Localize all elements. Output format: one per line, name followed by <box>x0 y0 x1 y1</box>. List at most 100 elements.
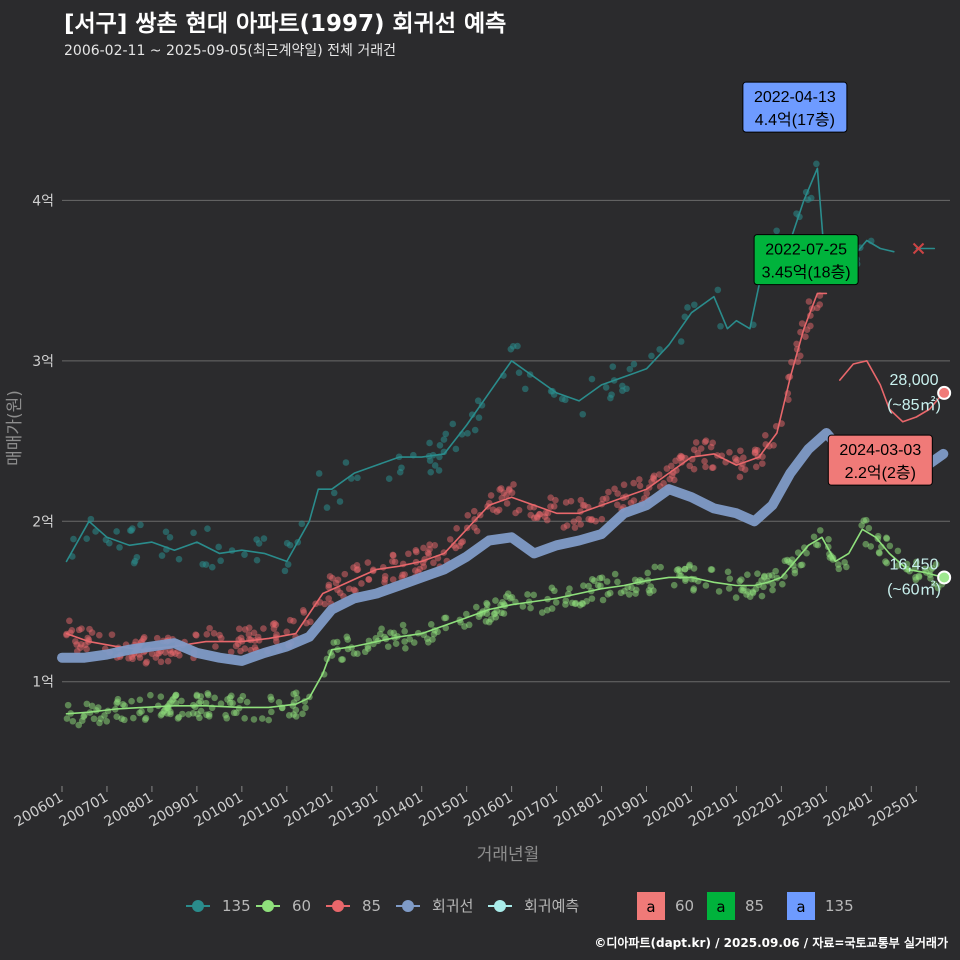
scatter-point <box>78 625 85 633</box>
scatter-point <box>471 426 479 434</box>
scatter-point <box>656 346 663 353</box>
scatter-point <box>803 326 811 333</box>
scatter-point <box>293 694 301 702</box>
x-tick-label: 200801 <box>102 790 156 831</box>
scatter-point <box>625 591 633 598</box>
scatter-point <box>427 468 435 476</box>
scatter-point <box>206 624 213 632</box>
scatter-point <box>449 420 457 428</box>
scatter-point <box>765 572 773 580</box>
scatter-point <box>431 462 439 469</box>
scatter-point <box>452 544 460 552</box>
scatter-point <box>725 585 733 592</box>
annotations: 28,000 (~85㎡) 16,450 (~60㎡) 2022-04-13 4.4억(1… <box>742 81 952 598</box>
legend-marker <box>192 900 204 912</box>
scatter-point <box>650 587 657 594</box>
scatter-point <box>211 694 218 702</box>
forecast-marker <box>912 242 925 255</box>
scatter-point <box>389 558 396 565</box>
scatter-point <box>708 464 716 471</box>
scatter-point <box>650 472 658 480</box>
scatter-point <box>147 691 154 699</box>
scatter-point <box>137 521 144 529</box>
scatter-point <box>285 711 293 719</box>
scatter-point <box>571 524 579 531</box>
scatter-point <box>440 436 448 443</box>
series-lines <box>57 167 949 715</box>
scatter-point <box>125 654 132 662</box>
scatter-point <box>644 569 651 577</box>
scatter-point <box>701 438 709 446</box>
scatter-point <box>570 518 578 525</box>
scatter-point <box>399 621 407 629</box>
scatter-point <box>255 540 263 547</box>
scatter-point <box>883 559 890 567</box>
legend-area-swatch <box>787 892 815 920</box>
scatter-point <box>512 509 519 517</box>
scatter-point <box>157 658 165 666</box>
scatter-point <box>283 628 291 636</box>
scatter-point <box>406 635 414 643</box>
x-tick-label: 202501 <box>866 790 920 831</box>
scatter-point <box>527 511 535 519</box>
scatter-point <box>894 562 902 569</box>
scatter-point <box>707 566 715 573</box>
scatter-point <box>241 626 249 633</box>
scatter-point <box>686 462 693 470</box>
annotation-date: 2024-03-03 <box>839 442 921 459</box>
scatter-point <box>651 563 659 571</box>
scatter-point <box>843 563 850 571</box>
scatter-point <box>463 610 470 618</box>
scatter-point <box>365 576 373 583</box>
scatter-point <box>204 525 211 533</box>
scatter-point <box>398 464 405 472</box>
scatter-point <box>452 445 460 453</box>
scatter-point <box>592 517 599 525</box>
scatter-point <box>862 516 870 524</box>
legend-marker <box>332 900 344 912</box>
scatter-point <box>614 490 621 497</box>
scatter-point <box>478 401 486 409</box>
scatter-point <box>197 707 205 715</box>
scatter-point <box>425 551 432 558</box>
scatter-point <box>339 656 346 663</box>
legend-area-label: 60 <box>675 897 694 915</box>
scatter-point <box>246 636 253 643</box>
scatter-point <box>500 610 508 617</box>
scatter-point <box>876 549 883 557</box>
scatter-point <box>172 650 179 658</box>
scatter-point <box>384 643 392 650</box>
scatter-point <box>241 645 249 652</box>
x-tick-label: 200601 <box>12 790 66 831</box>
scatter-point <box>714 286 722 294</box>
annotation-box <box>742 81 848 133</box>
axes: 1억2억3억4억20060120070120080120090120100120… <box>12 193 921 830</box>
scatter-point <box>732 594 740 601</box>
scatter-point <box>325 581 333 589</box>
scatter-point <box>566 585 573 592</box>
scatter-point <box>127 527 134 534</box>
scatter-point <box>784 556 791 564</box>
scatter-point <box>64 701 72 709</box>
scatter-point <box>464 430 471 437</box>
scatter-point <box>392 640 400 648</box>
scatter-point <box>426 541 433 549</box>
scatter-point <box>515 369 523 376</box>
scatter-point <box>284 561 292 568</box>
scatter-point <box>130 714 137 722</box>
scatter-point <box>473 603 480 611</box>
scatter-point <box>690 585 698 592</box>
scatter-point <box>275 699 283 706</box>
scatter-point <box>136 696 144 704</box>
scatter-point <box>626 365 634 373</box>
scatter-point <box>267 693 274 701</box>
scatter-point <box>401 628 408 635</box>
scatter-point <box>81 711 88 719</box>
legend-label: 135 <box>222 897 251 915</box>
scatter-point <box>133 553 141 561</box>
scatter-point <box>464 512 472 519</box>
scatter-point <box>724 568 732 576</box>
scatter-point <box>631 576 639 584</box>
scatter-point <box>298 520 306 528</box>
